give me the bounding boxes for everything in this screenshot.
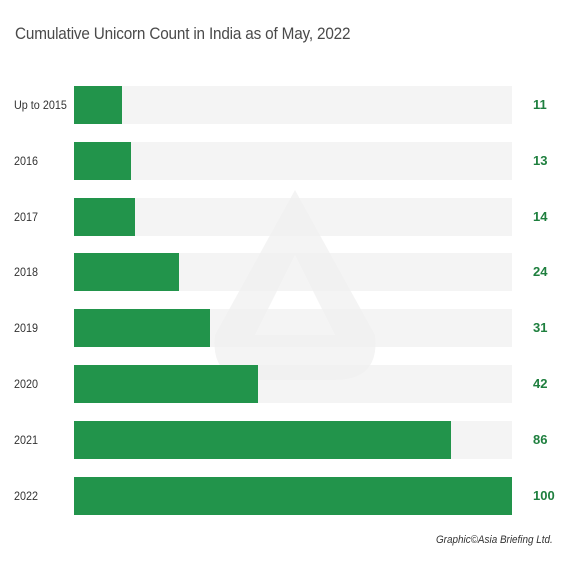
bar: [74, 197, 136, 236]
category-label: Up to 2015: [14, 98, 67, 112]
chart-title: Cumulative Unicorn Count in India as of …: [15, 24, 351, 43]
category-label: 2016: [14, 153, 39, 168]
value-label: 24: [533, 264, 548, 280]
value-label: 42: [533, 376, 548, 391]
category-label: 2018: [14, 265, 39, 280]
value-label: 86: [533, 431, 548, 447]
bar: [74, 365, 258, 403]
source-credit: Graphic©Asia Briefing Ltd.: [436, 534, 553, 546]
bar: [74, 309, 210, 348]
category-label: 2017: [14, 209, 39, 224]
category-label: 2021: [14, 432, 39, 447]
bar: [74, 253, 180, 292]
category-label: 2022: [14, 488, 39, 503]
bar-track: [74, 141, 512, 180]
category-label: 2020: [14, 377, 39, 391]
bar: [74, 476, 512, 515]
bar: [74, 420, 451, 459]
bar-track: [74, 86, 512, 124]
value-label: 31: [533, 320, 548, 336]
bar-track: [74, 197, 512, 236]
value-label: 13: [533, 152, 548, 168]
bar: [74, 86, 123, 124]
value-label: 100: [533, 487, 555, 503]
category-label: 2019: [14, 321, 39, 336]
bar: [74, 141, 131, 180]
value-label: 11: [533, 97, 547, 112]
value-label: 14: [533, 208, 548, 224]
